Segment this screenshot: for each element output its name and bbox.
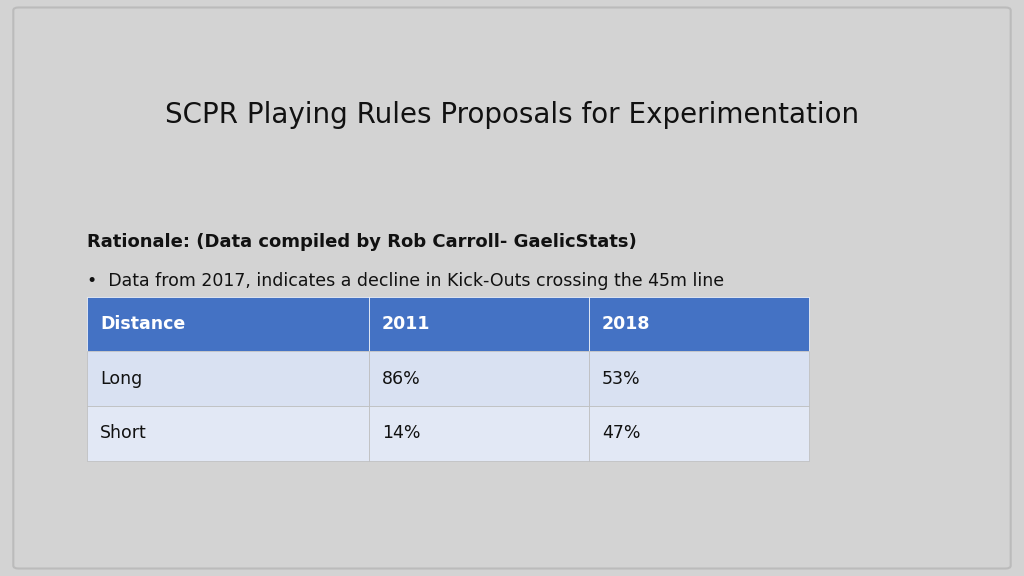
- Bar: [589, 406, 809, 461]
- Text: Distance: Distance: [100, 315, 185, 333]
- Text: 47%: 47%: [602, 425, 641, 442]
- Bar: [369, 406, 589, 461]
- Text: 14%: 14%: [382, 425, 421, 442]
- Bar: [589, 351, 809, 406]
- FancyBboxPatch shape: [13, 7, 1011, 569]
- Bar: [87, 297, 369, 351]
- Bar: [369, 297, 589, 351]
- Text: 2018: 2018: [602, 315, 650, 333]
- Text: 86%: 86%: [382, 370, 421, 388]
- Text: Rationale: (Data compiled by Rob Carroll- GaelicStats): Rationale: (Data compiled by Rob Carroll…: [87, 233, 637, 251]
- Bar: [369, 351, 589, 406]
- Text: 2011: 2011: [382, 315, 430, 333]
- Bar: [589, 297, 809, 351]
- Text: SCPR Playing Rules Proposals for Experimentation: SCPR Playing Rules Proposals for Experim…: [165, 101, 859, 129]
- Text: Long: Long: [100, 370, 142, 388]
- Text: •  Data from 2017, indicates a decline in Kick-Outs crossing the 45m line: • Data from 2017, indicates a decline in…: [87, 272, 724, 290]
- Text: Short: Short: [100, 425, 147, 442]
- Bar: [87, 406, 369, 461]
- Bar: [87, 351, 369, 406]
- Text: 53%: 53%: [602, 370, 641, 388]
